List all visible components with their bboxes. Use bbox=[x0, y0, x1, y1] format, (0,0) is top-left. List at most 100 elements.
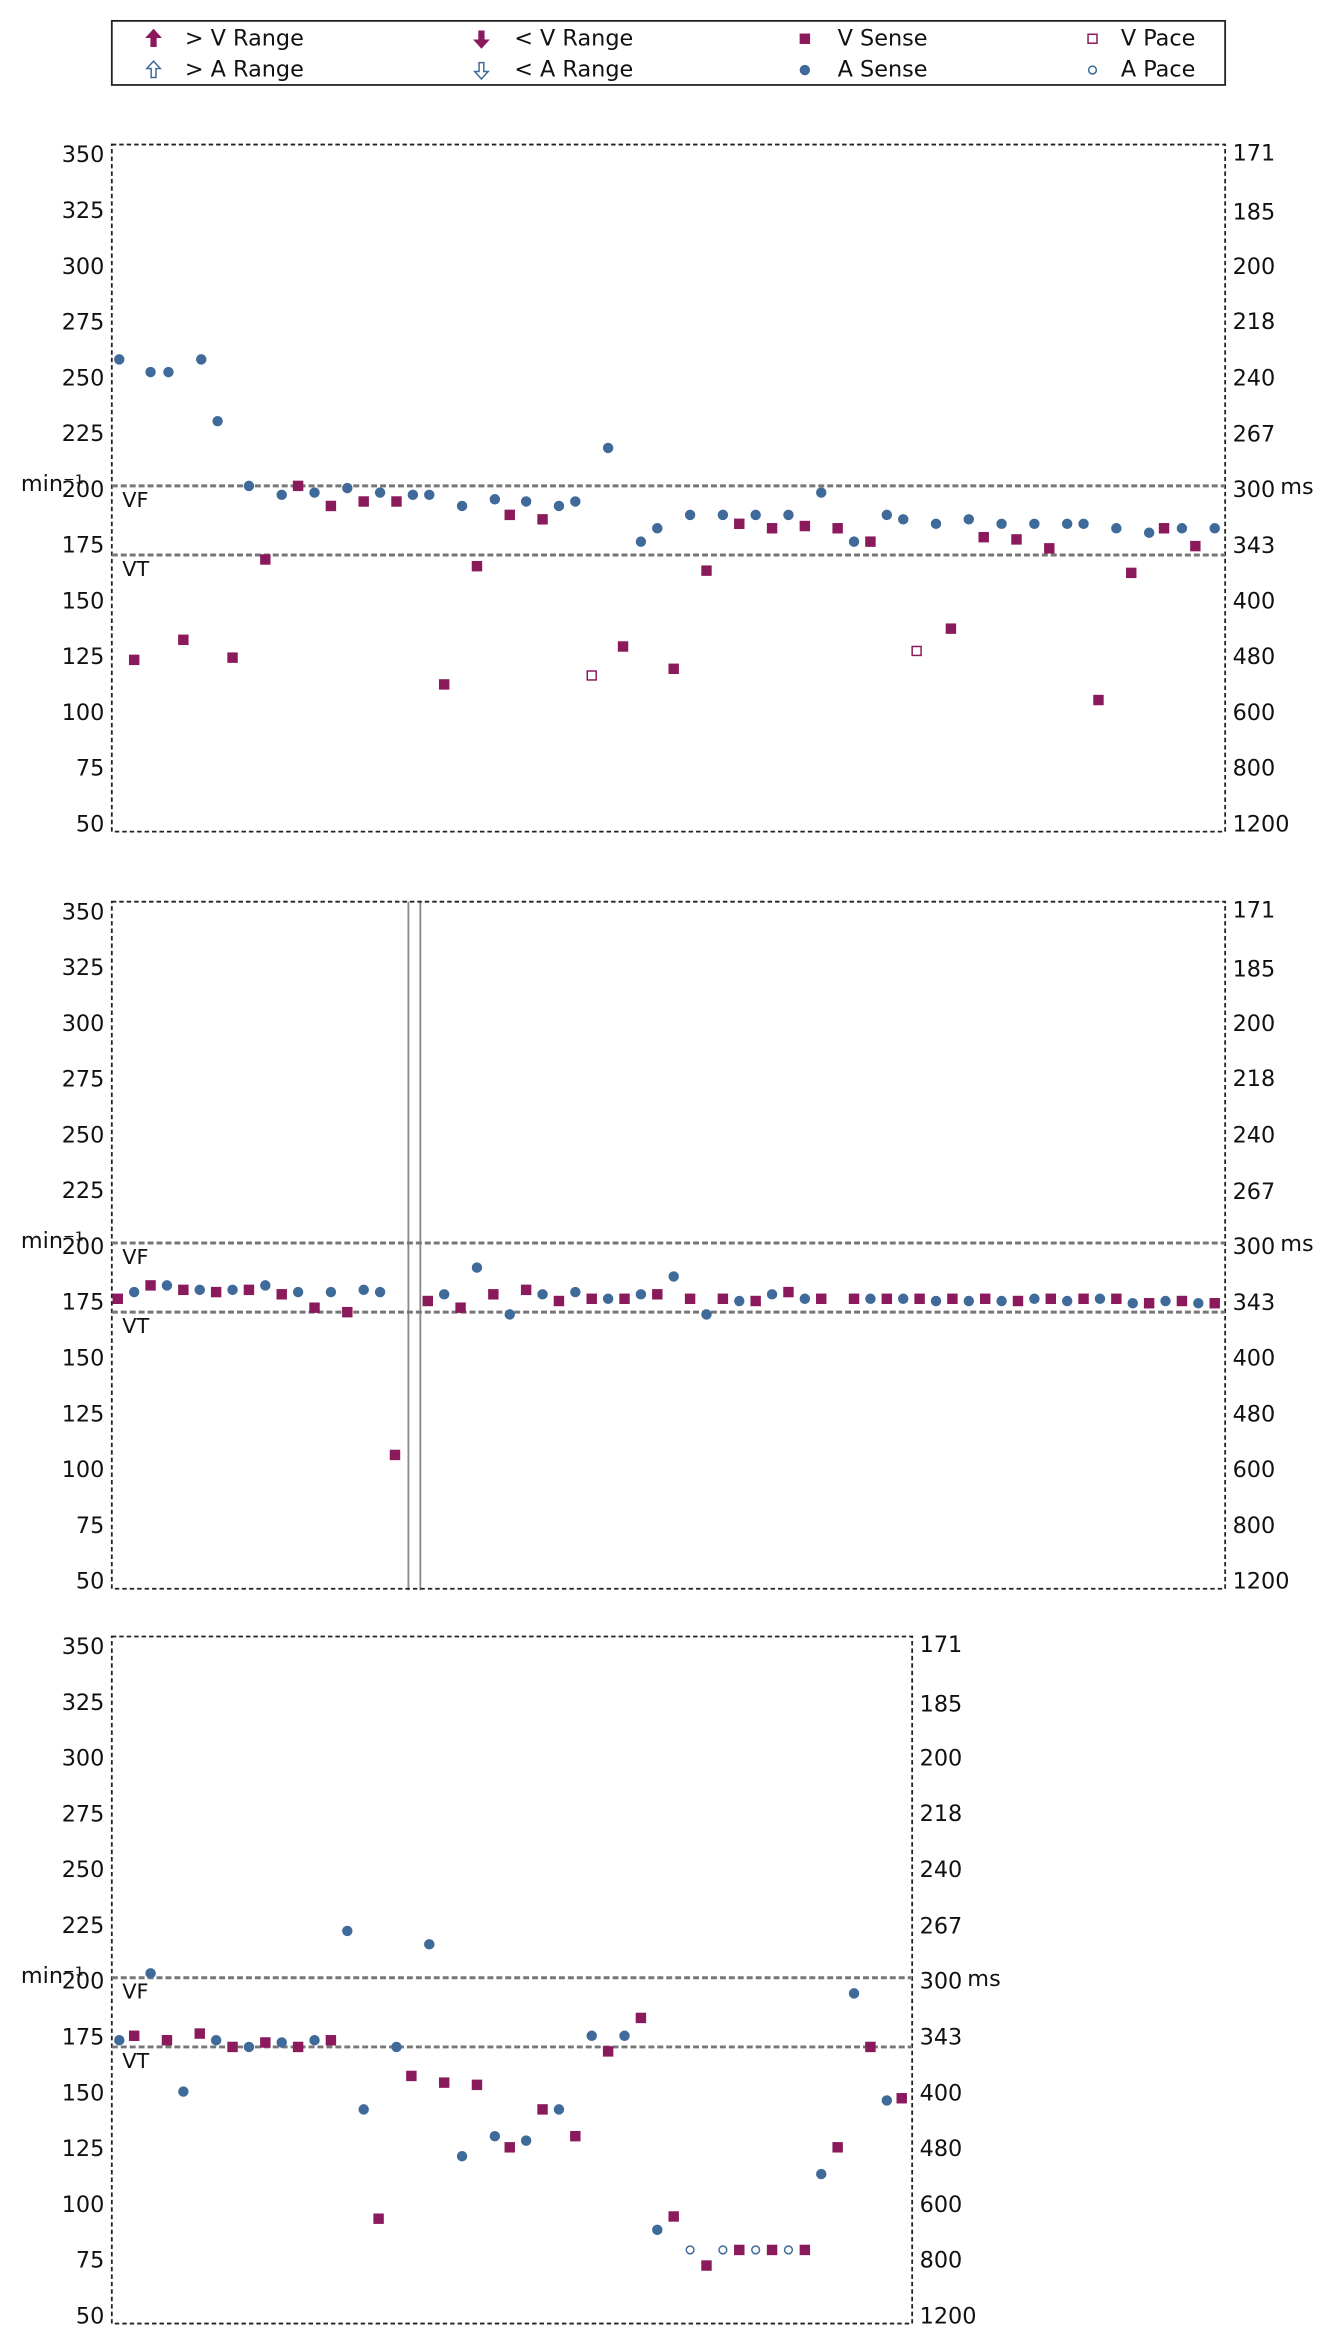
y-tick-label: 275 bbox=[62, 1067, 105, 1093]
point bbox=[406, 2070, 417, 2082]
point bbox=[652, 1289, 663, 1300]
reference-label: VT bbox=[122, 557, 149, 581]
point bbox=[210, 2035, 222, 2046]
point bbox=[1044, 543, 1055, 554]
y-tick-label: 50 bbox=[76, 2303, 104, 2329]
point bbox=[1045, 1293, 1056, 1304]
y-tick-label: 175 bbox=[62, 1290, 105, 1316]
y2-tick-label: 240 bbox=[1233, 1122, 1276, 1148]
point bbox=[114, 354, 125, 365]
reference-label: VT bbox=[122, 2049, 149, 2073]
point bbox=[816, 487, 827, 498]
point bbox=[260, 554, 271, 565]
reference-label: VF bbox=[122, 488, 148, 512]
plot-frame bbox=[110, 1635, 914, 2325]
point bbox=[635, 536, 647, 547]
y2-tick-label: 267 bbox=[1233, 1179, 1276, 1205]
point bbox=[1176, 523, 1188, 534]
y2-tick-label: 1200 bbox=[1233, 1569, 1290, 1595]
point bbox=[504, 1309, 515, 1320]
point bbox=[619, 1293, 630, 1304]
point bbox=[734, 518, 745, 530]
point bbox=[537, 2104, 548, 2115]
point bbox=[734, 1295, 745, 1307]
point bbox=[358, 1284, 369, 1296]
point bbox=[783, 1286, 794, 1298]
point bbox=[178, 2086, 189, 2097]
point bbox=[635, 1289, 647, 1300]
point bbox=[996, 1295, 1007, 1307]
point bbox=[979, 1293, 991, 1304]
point bbox=[865, 1293, 876, 1304]
point bbox=[243, 2041, 255, 2053]
point bbox=[424, 489, 435, 501]
point bbox=[783, 509, 794, 521]
y2-tick-label: 200 bbox=[1233, 1011, 1276, 1037]
y-tick-label: 150 bbox=[62, 2080, 105, 2106]
y2-axis-label: ms bbox=[1280, 474, 1313, 500]
y2-tick-label: 200 bbox=[920, 1746, 963, 1772]
reference-label: VF bbox=[122, 1245, 148, 1269]
point bbox=[750, 509, 761, 521]
point bbox=[145, 366, 156, 378]
point bbox=[537, 514, 548, 525]
point bbox=[602, 442, 614, 454]
point bbox=[276, 489, 287, 501]
y-tick-label: 50 bbox=[76, 811, 104, 837]
point bbox=[978, 531, 989, 543]
point bbox=[570, 2130, 581, 2142]
point bbox=[504, 2142, 515, 2153]
point bbox=[911, 645, 922, 657]
point bbox=[717, 509, 729, 521]
point bbox=[652, 2224, 663, 2236]
point bbox=[881, 2095, 893, 2106]
point bbox=[373, 2213, 384, 2224]
y2-tick-label: 300 bbox=[920, 1969, 963, 1995]
point bbox=[243, 480, 255, 492]
legend-marker bbox=[1087, 33, 1098, 44]
point bbox=[194, 2028, 205, 2039]
point bbox=[586, 2030, 597, 2041]
point bbox=[163, 366, 174, 378]
point bbox=[1078, 1293, 1089, 1304]
point bbox=[701, 565, 712, 576]
point bbox=[865, 2041, 876, 2053]
y-tick-label: 325 bbox=[62, 1690, 105, 1716]
point bbox=[668, 1271, 679, 1282]
y2-tick-label: 240 bbox=[1233, 365, 1276, 391]
y2-tick-label: 480 bbox=[1233, 1401, 1276, 1427]
y2-axis-label: ms bbox=[967, 1966, 1000, 1992]
point bbox=[212, 415, 223, 427]
y-tick-label: 250 bbox=[62, 1857, 105, 1883]
point bbox=[161, 1280, 173, 1291]
point bbox=[947, 1293, 958, 1304]
y-tick-label: 225 bbox=[62, 421, 105, 447]
y-tick-label: 200 bbox=[62, 477, 105, 503]
point bbox=[276, 1289, 287, 1300]
point bbox=[701, 2260, 712, 2271]
point bbox=[963, 1295, 975, 1307]
point bbox=[471, 1262, 483, 1273]
point bbox=[145, 1968, 156, 1979]
point bbox=[816, 1293, 827, 1304]
point bbox=[898, 514, 909, 525]
point bbox=[1061, 1295, 1073, 1307]
y-axis-label: min⁻¹ bbox=[21, 1228, 84, 1254]
point bbox=[766, 523, 778, 534]
y2-tick-label: 400 bbox=[1233, 588, 1276, 614]
y2-tick-label: 600 bbox=[920, 2192, 963, 2218]
point bbox=[766, 1289, 778, 1300]
y-tick-label: 75 bbox=[76, 2248, 104, 2274]
point bbox=[358, 496, 369, 507]
legend-label: < A Range bbox=[514, 57, 633, 83]
point bbox=[914, 1293, 925, 1304]
y-tick-label: 350 bbox=[62, 1634, 105, 1660]
y-tick-label: 175 bbox=[62, 533, 105, 559]
point bbox=[799, 1293, 811, 1304]
point bbox=[471, 560, 483, 572]
y2-tick-label: 218 bbox=[1233, 1066, 1276, 1092]
point bbox=[424, 1939, 435, 1950]
point bbox=[945, 623, 957, 634]
point bbox=[783, 2245, 794, 2255]
